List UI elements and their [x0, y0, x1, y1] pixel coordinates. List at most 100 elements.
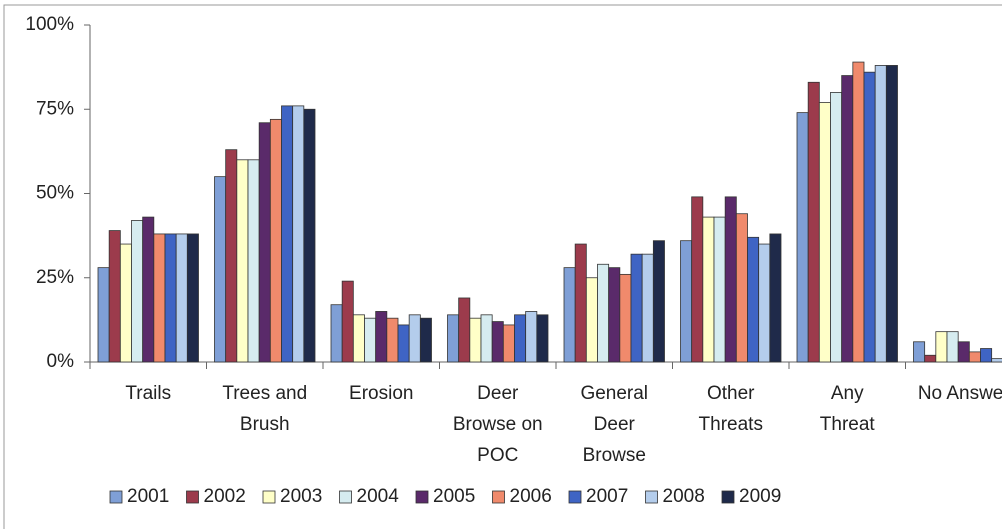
x-tick-line: Browse: [583, 445, 646, 466]
bar: [563, 267, 576, 363]
legend-swatch: [492, 490, 505, 504]
bar: [386, 317, 399, 363]
bar: [502, 324, 515, 363]
bar: [691, 196, 704, 363]
bar: [175, 233, 188, 363]
bar: [514, 314, 527, 363]
x-tick-label: Erosion: [349, 383, 413, 404]
bar: [724, 196, 737, 363]
y-tick-label: 0%: [47, 351, 75, 372]
bar: [885, 65, 898, 363]
bar: [585, 277, 598, 363]
bar: [608, 267, 621, 363]
bar: [364, 317, 377, 363]
bar: [980, 348, 993, 363]
x-tick-label: Trails: [125, 383, 171, 404]
legend-swatch: [568, 490, 582, 504]
legend-label: 2007: [586, 486, 628, 507]
legend-label: 2006: [510, 486, 552, 507]
bar: [292, 105, 305, 363]
y-tick-label: 25%: [36, 267, 74, 288]
bar: [796, 112, 809, 363]
bar: [807, 81, 820, 363]
bar: [957, 341, 970, 363]
bar: [852, 61, 865, 363]
bar: [747, 236, 760, 363]
bar: [352, 314, 365, 363]
bar: [281, 105, 294, 363]
bar: [142, 216, 155, 363]
bar: [841, 75, 854, 363]
bar: [818, 102, 831, 363]
legend-swatch: [186, 490, 199, 504]
bar: [119, 243, 132, 363]
bar: [408, 314, 421, 363]
x-tick-line: Trees and: [222, 383, 307, 404]
legend-label: 2005: [433, 486, 475, 507]
legend-label: 2008: [663, 486, 705, 507]
x-tick-label: Trees and Brush: [222, 383, 307, 435]
x-tick-line: Other: [707, 383, 755, 404]
x-tick-line: POC: [477, 445, 518, 466]
chart-frame: [3, 4, 1002, 529]
bar: [680, 240, 693, 363]
bar: [214, 176, 227, 363]
x-tick-line: Threat: [820, 414, 876, 435]
bar: [946, 331, 959, 363]
y-tick-label: 100%: [25, 14, 74, 35]
bar: [186, 233, 199, 363]
legend-label: 2001: [127, 486, 169, 507]
bar: [480, 314, 493, 363]
legend-swatch: [721, 490, 735, 504]
legend-label: 2003: [280, 486, 322, 507]
bar: [619, 273, 632, 363]
x-tick-label: Other Threats: [699, 383, 763, 435]
bar: [164, 233, 177, 363]
bar: [641, 253, 654, 363]
bar: [458, 297, 471, 363]
bar: [491, 321, 504, 363]
x-tick-line: Trails: [125, 383, 171, 404]
legend-label: 2004: [357, 486, 400, 507]
bar: [225, 149, 238, 363]
legend-swatch: [645, 490, 658, 504]
bar: [991, 358, 1002, 363]
bar: [375, 311, 388, 363]
x-tick-label: Deer Browse on POC: [453, 383, 543, 466]
x-tick-line: No Answer: [918, 383, 1002, 404]
bar: [863, 71, 876, 363]
bar: [874, 65, 887, 363]
bar: [419, 317, 432, 363]
bar: [758, 243, 771, 363]
y-tick-label: 50%: [36, 183, 74, 204]
x-tick-line: Deer: [594, 414, 636, 435]
x-tick-line: Threats: [699, 414, 763, 435]
x-tick-label: No Answer: [918, 383, 1002, 404]
legend-swatch: [415, 490, 429, 504]
bar: [153, 233, 166, 363]
bar: [236, 159, 249, 363]
x-tick-line: Any: [831, 383, 864, 404]
bar: [924, 354, 937, 363]
bar: [330, 304, 343, 363]
bar: [131, 220, 144, 363]
bar: [702, 216, 715, 363]
legend-swatch: [339, 490, 352, 504]
x-tick-line: Brush: [240, 414, 290, 435]
bar: [247, 159, 260, 363]
y-tick-label: 75%: [36, 98, 74, 119]
bar: [830, 92, 843, 363]
bar: [97, 267, 110, 363]
bar: [341, 280, 354, 363]
x-tick-label: General Deer Browse: [580, 383, 648, 466]
legend-label: 2009: [739, 486, 781, 507]
bar: [397, 324, 410, 363]
bar: [713, 216, 726, 363]
bar: [269, 118, 282, 363]
bar: [447, 314, 460, 363]
bar: [769, 233, 782, 363]
bar: [913, 341, 926, 363]
legend-swatch: [262, 490, 276, 504]
bar: [303, 108, 316, 363]
bar: [108, 230, 121, 363]
